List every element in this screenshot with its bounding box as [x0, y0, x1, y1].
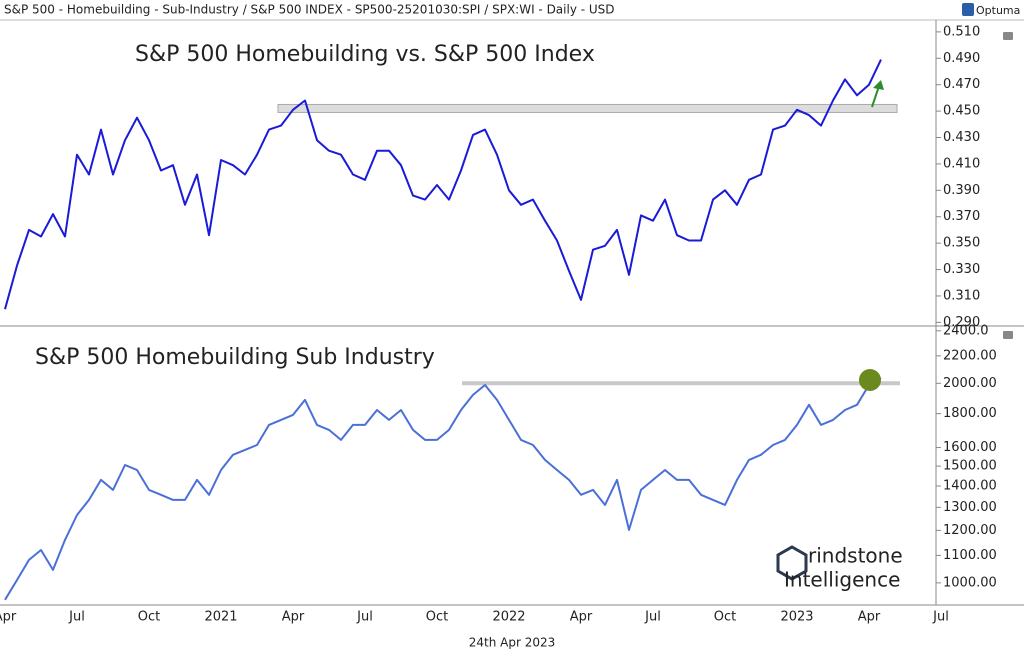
brand-icon — [962, 3, 974, 16]
highlight-dot — [859, 369, 881, 391]
x-tick-label: Oct — [714, 610, 736, 625]
y-tick-label: 0.390 — [943, 183, 980, 198]
y-tick-label: 0.510 — [943, 24, 980, 39]
y-tick-label: 0.410 — [943, 156, 980, 171]
y-tick-label: 1600.00 — [943, 440, 997, 455]
y-tick-label: 0.310 — [943, 288, 980, 303]
data-line — [4, 377, 882, 601]
brand: Optuma — [976, 4, 1020, 17]
arrow-shaft — [871, 85, 880, 108]
plot-area — [4, 59, 900, 601]
y-tick-label: 1500.00 — [943, 459, 997, 474]
y-tick-label: 1800.00 — [943, 406, 997, 421]
x-tick-label: Jul — [644, 610, 661, 625]
resistance-band — [277, 103, 898, 113]
lock-icon — [1003, 32, 1013, 40]
y-tick-label: 2000.00 — [943, 376, 997, 391]
logo-text: rindstone — [808, 544, 903, 568]
lock-icon — [1003, 331, 1013, 339]
x-tick-label: Jul — [68, 610, 85, 625]
y-tick-label: 2200.00 — [943, 348, 997, 363]
y-tick-label: 0.350 — [943, 236, 980, 251]
x-tick-label: Jul — [356, 610, 373, 625]
y-tick-label: 2400.0 — [943, 323, 989, 338]
header: S&P 500 - Homebuilding - Sub-Industry / … — [4, 3, 615, 17]
x-tick-label: 2023 — [780, 610, 813, 625]
y-tick-label: 1400.00 — [943, 478, 997, 493]
x-tick-label: Oct — [426, 610, 448, 625]
y-tick-label: 1200.00 — [943, 523, 997, 538]
x-tick-label: Apr — [858, 610, 881, 625]
y-tick-label: 1300.00 — [943, 500, 997, 515]
y-tick-label: 1000.00 — [943, 575, 997, 590]
x-tick-label: Apr — [0, 610, 17, 625]
logo: rindstone Intelligence — [776, 544, 903, 592]
y-tick-label: 1100.00 — [943, 548, 997, 563]
arrow-head — [873, 80, 884, 90]
x-tick-label: Apr — [282, 610, 305, 625]
y-tick-label: 0.290 — [943, 315, 980, 330]
date-label: 24th Apr 2023 — [469, 636, 556, 650]
y-tick-label: 0.370 — [943, 209, 980, 224]
lock-icons — [1003, 32, 1013, 339]
data-line — [4, 59, 882, 310]
y-tick-label: 0.330 — [943, 262, 980, 277]
logo-icon — [776, 545, 808, 581]
x-tick-label: Apr — [570, 610, 593, 625]
chart-title: S&P 500 Homebuilding Sub Industry — [35, 345, 435, 370]
logo-text: Intelligence — [784, 568, 900, 592]
x-tick-label: Oct — [138, 610, 160, 625]
y-tick-label: 0.470 — [943, 77, 980, 92]
y-tick-label: 0.490 — [943, 51, 980, 66]
x-tick-label: Jul — [932, 610, 949, 625]
y-tick-label: 0.450 — [943, 104, 980, 119]
chart-title: S&P 500 Homebuilding vs. S&P 500 Index — [135, 42, 595, 67]
y-tick-label: 0.430 — [943, 130, 980, 145]
x-tick-label: 2021 — [204, 610, 237, 625]
x-tick-label: 2022 — [492, 610, 525, 625]
